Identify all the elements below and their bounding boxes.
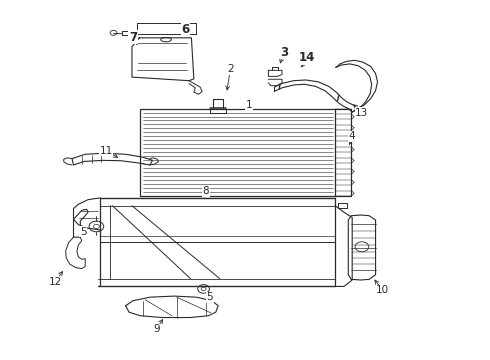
- Circle shape: [355, 242, 369, 252]
- Circle shape: [110, 30, 117, 35]
- Text: 10: 10: [376, 285, 389, 295]
- Text: 7: 7: [129, 31, 137, 44]
- Text: 11: 11: [99, 146, 113, 156]
- Circle shape: [198, 285, 209, 293]
- Text: 3: 3: [280, 46, 288, 59]
- Text: 8: 8: [203, 186, 209, 197]
- Text: 12: 12: [49, 277, 62, 287]
- Text: 4: 4: [349, 131, 356, 141]
- Text: 1: 1: [245, 100, 252, 110]
- Text: 5: 5: [207, 292, 213, 302]
- Text: 9: 9: [153, 324, 160, 334]
- Text: 5: 5: [80, 227, 87, 237]
- Ellipse shape: [161, 37, 171, 42]
- Circle shape: [89, 221, 104, 232]
- Text: 13: 13: [355, 108, 368, 118]
- Text: 6: 6: [181, 23, 190, 36]
- Text: 2: 2: [227, 64, 234, 74]
- Circle shape: [201, 287, 206, 291]
- Text: 14: 14: [299, 51, 316, 64]
- Circle shape: [94, 224, 99, 229]
